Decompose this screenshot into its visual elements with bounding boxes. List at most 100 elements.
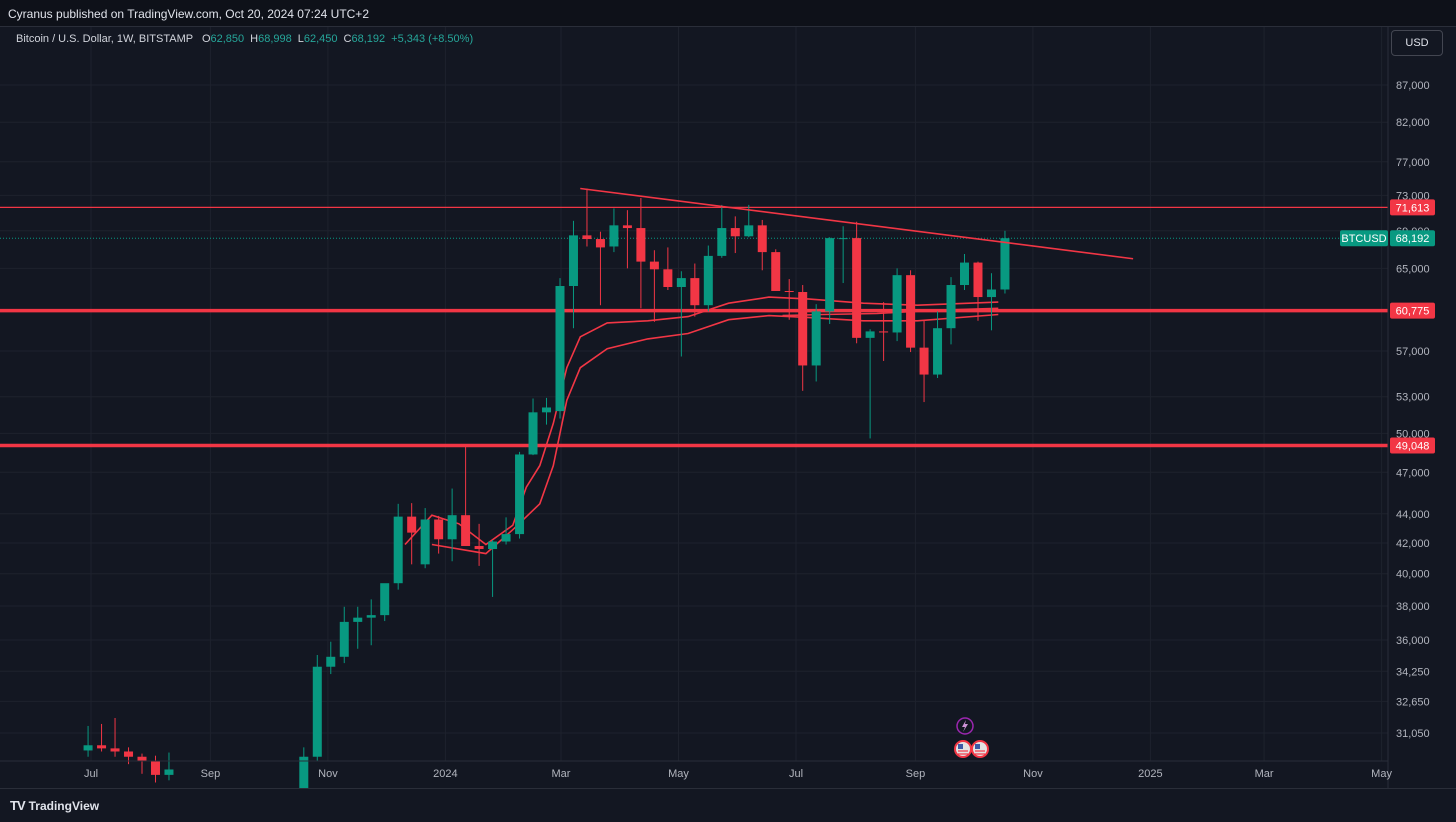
candle[interactable] (609, 208, 619, 253)
candle[interactable] (124, 747, 134, 765)
price-axis[interactable]: 31,050 32,650 34,250 36,000 38,000 40,000 42,0… (1396, 80, 1430, 740)
candle[interactable] (838, 226, 848, 284)
y-tick-label: 77,000 (1396, 157, 1430, 169)
candle[interactable] (326, 641, 336, 675)
candle[interactable] (542, 397, 552, 425)
candle[interactable] (784, 279, 794, 320)
candle[interactable] (110, 717, 120, 757)
candle[interactable] (595, 231, 605, 306)
candle[interactable] (717, 204, 727, 258)
y-tick-label: 57,000 (1396, 346, 1430, 358)
candle[interactable] (973, 261, 983, 321)
candle[interactable] (852, 221, 862, 344)
candle[interactable] (906, 270, 916, 353)
candle[interactable] (933, 311, 943, 379)
candle[interactable] (299, 747, 309, 788)
candle[interactable] (582, 188, 592, 247)
candle[interactable] (1000, 230, 1010, 294)
candle[interactable] (960, 253, 970, 291)
trendline[interactable] (580, 187, 1134, 260)
candle[interactable] (676, 271, 686, 357)
candle[interactable] (83, 725, 93, 757)
candle[interactable] (420, 508, 430, 569)
lightning-icon-glyph (962, 720, 968, 732)
candle[interactable] (892, 268, 902, 342)
candle[interactable] (528, 398, 538, 456)
candle[interactable] (622, 210, 632, 269)
candles[interactable] (83, 188, 1010, 788)
candle[interactable] (353, 606, 363, 649)
candle[interactable] (515, 451, 525, 539)
symbol-tag (1340, 230, 1388, 247)
close-value: 68,192 (351, 33, 386, 45)
candle[interactable] (164, 752, 174, 781)
close-label: C (343, 33, 352, 45)
candle[interactable] (703, 245, 713, 312)
horizontal-levels[interactable] (0, 206, 1388, 448)
symbol-tag-label: BTCUSD (1341, 233, 1386, 245)
candle[interactable] (986, 273, 996, 331)
candle[interactable] (137, 753, 147, 774)
candle[interactable] (393, 503, 403, 590)
tradingview-mark-icon: TV (10, 798, 26, 813)
x-tick-label: Mar (552, 768, 571, 780)
x-tick-label: 2025 (1138, 768, 1162, 780)
candle[interactable] (825, 237, 835, 324)
symbol-title: Bitcoin / U.S. Dollar, 1W, BITSTAMP (16, 33, 193, 45)
candle[interactable] (798, 285, 808, 391)
candle[interactable] (946, 277, 956, 345)
price-tag-label: 71,613 (1396, 202, 1430, 214)
candle[interactable] (407, 503, 417, 565)
y-tick-label: 65,000 (1396, 263, 1430, 275)
candle[interactable] (474, 523, 484, 566)
candle[interactable] (649, 250, 659, 322)
chart-area[interactable]: 31,050 32,650 34,250 36,000 38,000 40,000 42,0… (0, 27, 1456, 788)
x-tick-label: Jul (789, 768, 803, 780)
symbol-legend[interactable]: Bitcoin / U.S. Dollar, 1W, BITSTAMP O62,… (16, 33, 479, 45)
y-tick-label: 31,050 (1396, 728, 1430, 740)
event-markers[interactable] (954, 717, 989, 758)
us-flag-icon[interactable] (954, 740, 972, 758)
candle[interactable] (339, 606, 349, 664)
candle[interactable] (568, 220, 578, 329)
high-value: 68,998 (258, 33, 292, 45)
x-tick-label: Jul (84, 768, 98, 780)
candle[interactable] (97, 723, 107, 752)
candle[interactable] (366, 599, 376, 646)
candle[interactable] (636, 197, 646, 309)
candle[interactable] (488, 540, 498, 597)
time-axis[interactable]: Jul Sep Nov 2024 Mar May Jul Sep Nov 2025 Mar May (84, 768, 1392, 780)
candle[interactable] (919, 320, 929, 403)
us-flag-icon[interactable] (971, 740, 989, 758)
y-tick-label: 42,000 (1396, 538, 1430, 550)
candle[interactable] (865, 329, 875, 439)
candle[interactable] (811, 304, 821, 382)
candle[interactable] (555, 278, 565, 419)
candle[interactable] (434, 515, 444, 554)
candle[interactable] (771, 249, 781, 292)
candle[interactable] (663, 247, 673, 291)
y-tick-label: 50,000 (1396, 428, 1430, 440)
candle[interactable] (730, 216, 740, 254)
y-tick-label: 82,000 (1396, 117, 1430, 129)
candle[interactable] (757, 219, 767, 271)
price-tag (1390, 437, 1435, 454)
candle[interactable] (312, 654, 322, 761)
publisher-bar: Cyranus published on TradingView.com, Oc… (0, 0, 1456, 27)
candle[interactable] (690, 263, 700, 317)
x-tick-label: May (668, 768, 689, 780)
low-value: 62,450 (303, 33, 338, 45)
currency-button[interactable]: USD (1391, 30, 1443, 56)
candle[interactable] (380, 583, 390, 622)
tradingview-logo[interactable]: TV TradingView (10, 798, 99, 813)
candle[interactable] (501, 517, 511, 545)
candle[interactable] (879, 302, 889, 361)
candle[interactable] (150, 755, 160, 783)
y-tick-label: 38,000 (1396, 601, 1430, 613)
candle[interactable] (447, 488, 457, 562)
change-value: +5,343 (+8.50%) (391, 33, 474, 45)
x-tick-label: Nov (1023, 768, 1043, 780)
candle[interactable] (461, 446, 471, 547)
lightning-icon[interactable] (956, 717, 974, 735)
footer-bar: TV TradingView (0, 788, 1456, 822)
